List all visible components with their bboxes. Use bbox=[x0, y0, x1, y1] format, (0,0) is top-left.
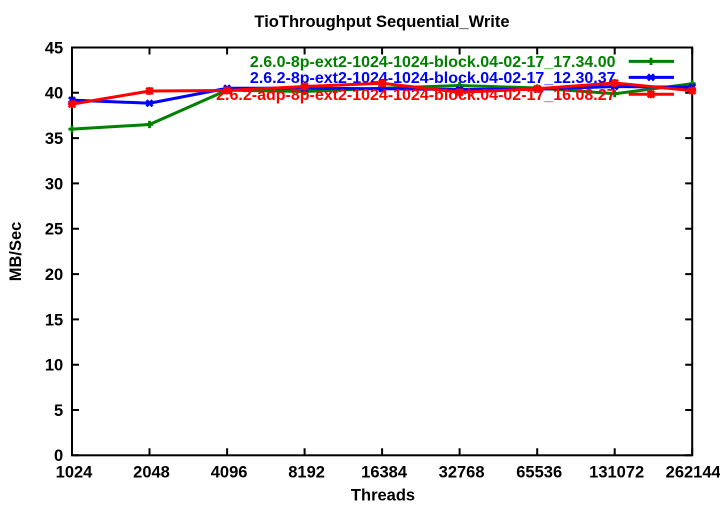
svg-text:0: 0 bbox=[54, 447, 63, 465]
svg-text:40: 40 bbox=[45, 85, 63, 103]
svg-text:131072: 131072 bbox=[589, 464, 644, 482]
svg-text:20: 20 bbox=[45, 266, 63, 284]
svg-text:30: 30 bbox=[45, 175, 63, 193]
svg-text:MB/Sec: MB/Sec bbox=[7, 222, 25, 282]
svg-text:2048: 2048 bbox=[133, 464, 170, 482]
svg-text:16384: 16384 bbox=[361, 464, 408, 482]
svg-text:10: 10 bbox=[45, 357, 63, 375]
svg-text:32768: 32768 bbox=[439, 464, 485, 482]
svg-text:262144: 262144 bbox=[666, 464, 720, 482]
svg-text:2.6.2-adp-8p-ext2-1024-1024-bl: 2.6.2-adp-8p-ext2-1024-1024-block.04-02-… bbox=[216, 87, 615, 104]
svg-text:65536: 65536 bbox=[516, 464, 562, 482]
svg-text:2.6.0-8p-ext2-1024-1024-block.: 2.6.0-8p-ext2-1024-1024-block.04-02-17_1… bbox=[250, 54, 616, 71]
svg-text:1024: 1024 bbox=[56, 464, 94, 482]
svg-text:35: 35 bbox=[45, 130, 63, 148]
svg-text:Threads: Threads bbox=[351, 487, 415, 505]
svg-text:25: 25 bbox=[45, 221, 63, 239]
svg-text:5: 5 bbox=[54, 402, 63, 420]
svg-text:15: 15 bbox=[45, 311, 63, 329]
svg-text:TioThroughput Sequential_Write: TioThroughput Sequential_Write bbox=[254, 13, 509, 31]
svg-text:45: 45 bbox=[45, 39, 63, 57]
svg-text:4096: 4096 bbox=[211, 464, 248, 482]
svg-text:8192: 8192 bbox=[288, 464, 325, 482]
svg-text:2.6.2-8p-ext2-1024-1024-block.: 2.6.2-8p-ext2-1024-1024-block.04-02-17_1… bbox=[250, 70, 616, 87]
